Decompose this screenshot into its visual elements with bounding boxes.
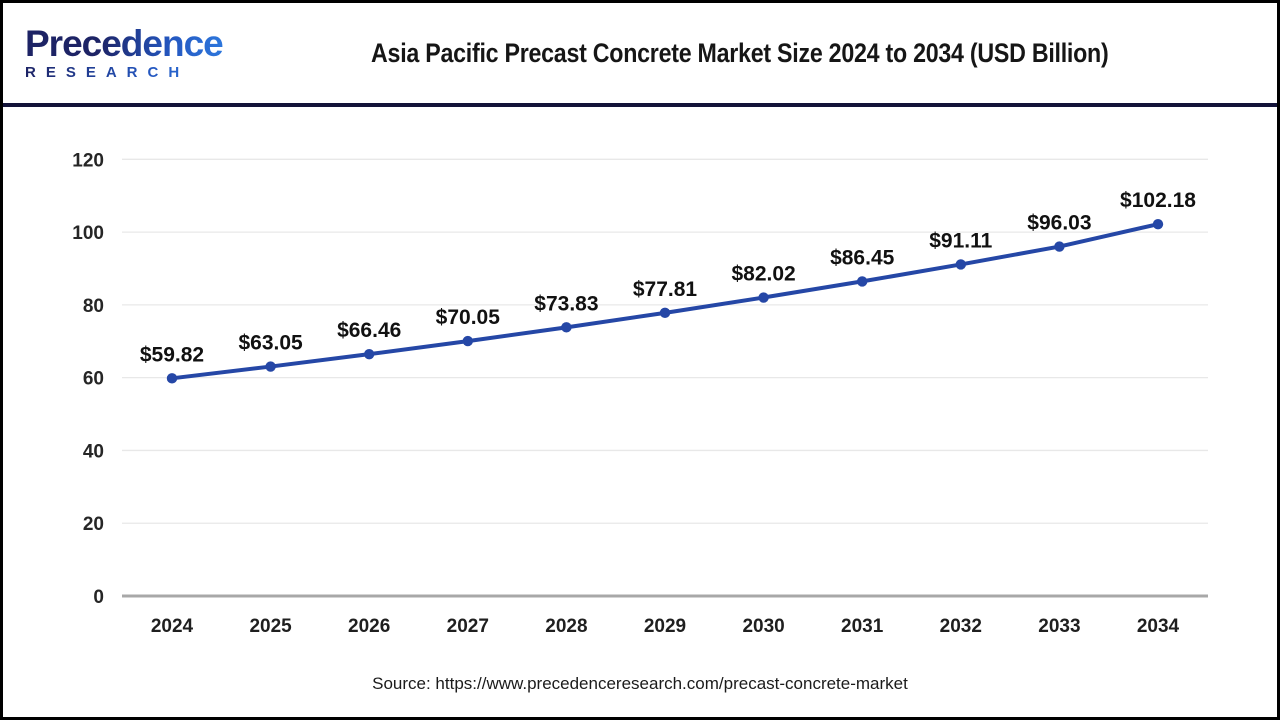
data-label-2031: $86.45	[830, 246, 895, 269]
data-point-2025	[265, 361, 276, 372]
header: Precedence RESEARCH Asia Pacific Precast…	[3, 3, 1277, 107]
x-tick-label-2027: 2027	[447, 616, 489, 637]
data-point-2032	[955, 259, 966, 270]
data-label-2024: $59.82	[140, 343, 204, 366]
x-tick-label-2032: 2032	[940, 616, 982, 637]
data-label-2026: $66.46	[337, 319, 401, 342]
y-tick-label-120: 120	[72, 150, 104, 171]
y-tick-label-40: 40	[83, 441, 104, 462]
source-line: Source: https://www.precedenceresearch.c…	[3, 667, 1277, 717]
x-tick-label-2033: 2033	[1038, 616, 1080, 637]
data-point-2030	[758, 292, 769, 303]
data-label-2029: $77.81	[633, 278, 698, 301]
x-tick-label-2031: 2031	[841, 616, 884, 637]
data-point-2026	[364, 348, 375, 360]
y-tick-label-0: 0	[93, 587, 104, 608]
x-tick-label-2034: 2034	[1137, 616, 1180, 637]
data-label-2030: $82.02	[731, 263, 795, 286]
data-point-2033	[1054, 241, 1065, 252]
x-tick-label-2029: 2029	[644, 616, 686, 637]
source-text: Source: https://www.precedenceresearch.c…	[372, 674, 908, 693]
data-point-2034	[1152, 218, 1164, 230]
logo-wordmark: Precedence	[25, 25, 233, 62]
data-label-2025: $63.05	[238, 332, 303, 355]
data-label-2027: $70.05	[436, 306, 501, 329]
data-label-2032: $91.11	[929, 229, 992, 252]
line-chart-svg: 0 20 40 60 80 100 120 2024 2025 2026 2027 2028 2029 2…	[72, 150, 1208, 637]
data-label-2034: $102.18	[1120, 189, 1196, 212]
y-tick-label-20: 20	[83, 514, 104, 535]
x-tick-label-2028: 2028	[545, 616, 587, 637]
trend-line	[170, 222, 1160, 381]
precedence-research-logo: Precedence RESEARCH	[3, 25, 233, 81]
y-tick-label-80: 80	[83, 296, 104, 317]
title-container: Asia Pacific Precast Concrete Market Siz…	[233, 38, 1277, 69]
data-label-2033: $96.03	[1027, 212, 1091, 235]
x-tick-label-2025: 2025	[249, 616, 292, 637]
chart-area: 0 20 40 60 80 100 120 2024 2025 2026 2027 2028 2029 2…	[3, 107, 1277, 667]
data-point-2029	[659, 307, 671, 319]
logo-subtitle: RESEARCH	[25, 64, 233, 81]
y-tick-label-60: 60	[83, 369, 104, 390]
x-tick-label-2024: 2024	[151, 616, 194, 637]
data-point-2031	[857, 276, 868, 287]
x-tick-label-2030: 2030	[742, 616, 784, 637]
y-tick-label-100: 100	[72, 223, 104, 244]
data-point-2027	[462, 335, 473, 347]
data-label-2028: $73.83	[534, 292, 598, 315]
data-point-2028	[561, 322, 572, 333]
data-point-2024	[166, 373, 178, 384]
chart-title: Asia Pacific Precast Concrete Market Siz…	[371, 37, 1109, 68]
x-tick-label-2026: 2026	[348, 616, 390, 637]
